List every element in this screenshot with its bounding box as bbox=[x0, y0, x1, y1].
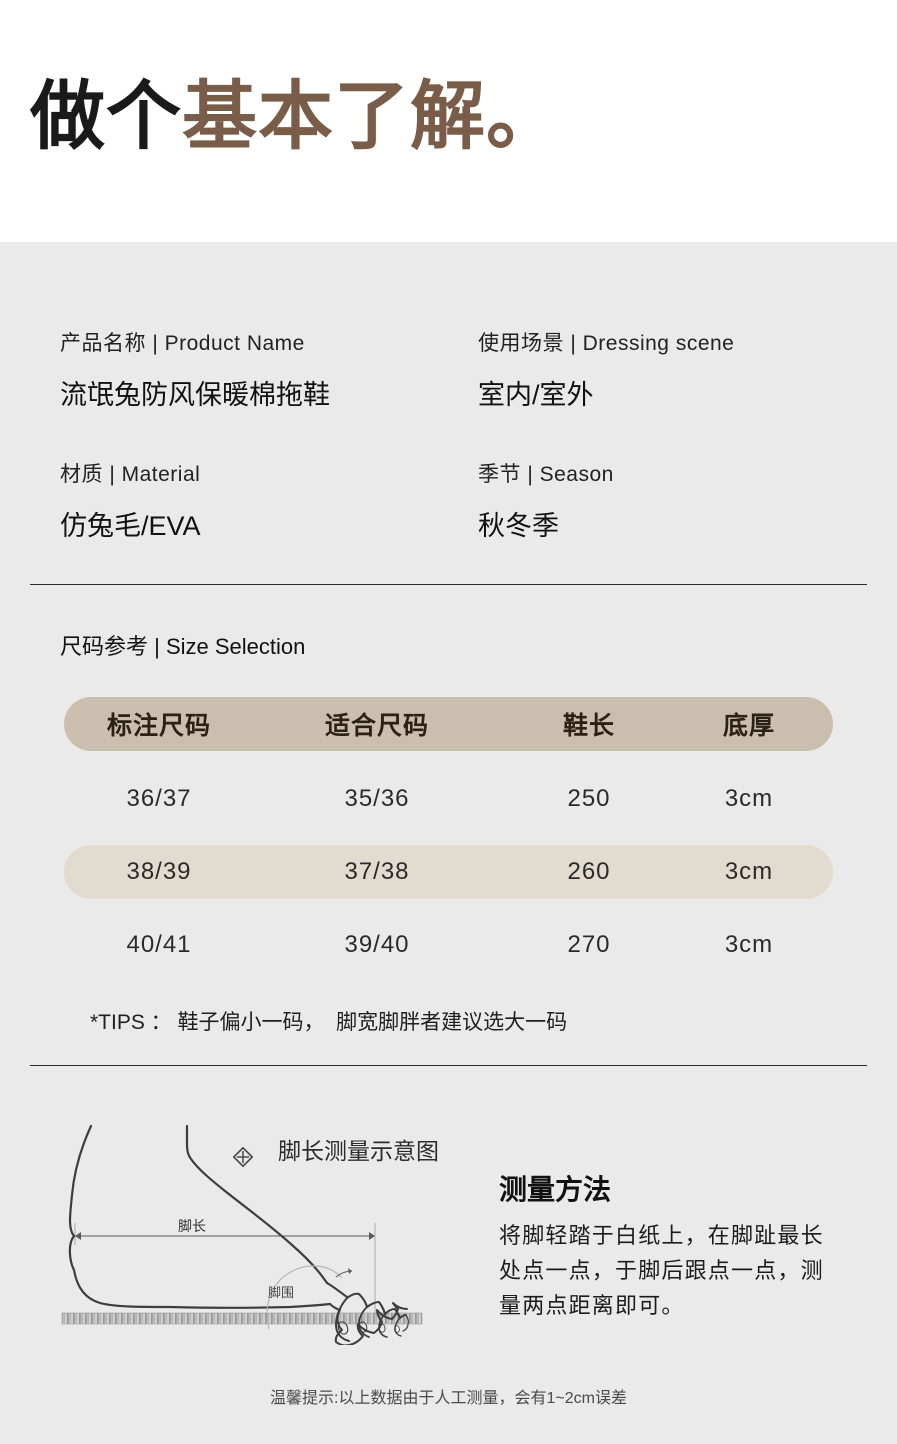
svg-text:脚围: 脚围 bbox=[268, 1285, 294, 1300]
svg-text:脚长: 脚长 bbox=[178, 1218, 206, 1234]
